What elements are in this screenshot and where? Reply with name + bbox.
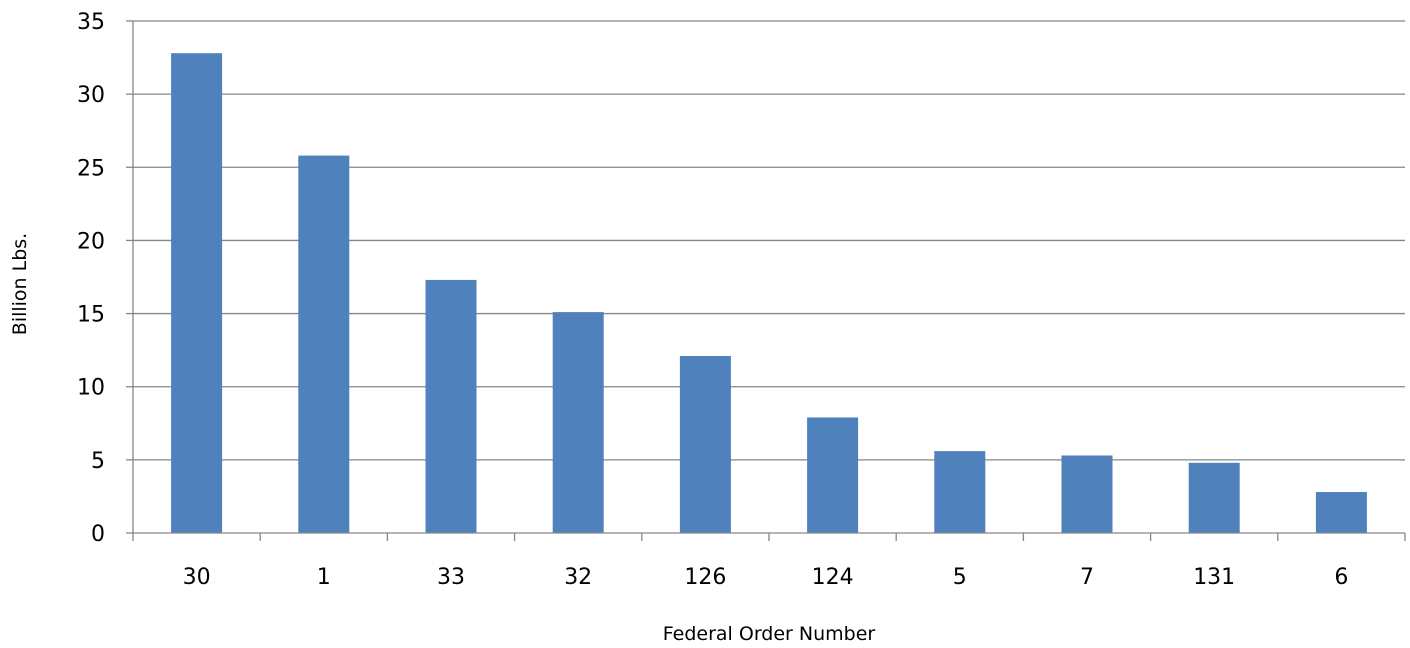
y-tick-label: 0 — [91, 522, 105, 547]
bar-30 — [171, 53, 223, 533]
bar-7 — [1061, 455, 1113, 533]
bar-33 — [425, 279, 477, 533]
y-tick-label: 30 — [77, 83, 105, 108]
x-tick-label: 1 — [317, 565, 331, 590]
x-tick-label: 6 — [1334, 565, 1348, 590]
x-tick-label: 126 — [684, 565, 726, 590]
bar-6 — [1315, 492, 1367, 533]
y-tick-label: 5 — [91, 449, 105, 474]
x-tick-label: 33 — [437, 565, 465, 590]
bar-5 — [934, 451, 986, 533]
x-tick-label: 7 — [1080, 565, 1094, 590]
y-tick-label: 10 — [77, 376, 105, 401]
bar-131 — [1188, 462, 1240, 533]
y-tick-label: 20 — [77, 229, 105, 254]
bar-126 — [679, 355, 731, 533]
bars — [171, 53, 1367, 533]
y-tick-label: 35 — [77, 10, 105, 35]
bar-124 — [807, 417, 859, 533]
bar-1 — [298, 155, 350, 533]
x-axis-title: Federal Order Number — [663, 623, 876, 645]
y-tick-label: 15 — [77, 303, 105, 328]
bar-32 — [552, 312, 604, 533]
x-tick-label: 5 — [953, 565, 967, 590]
x-tick-label: 124 — [812, 565, 854, 590]
x-tick-label: 131 — [1193, 565, 1235, 590]
y-tick-label: 25 — [77, 156, 105, 181]
axes — [126, 20, 1406, 541]
x-tick-label: 32 — [564, 565, 592, 590]
y-axis-title: Billion Lbs. — [9, 233, 31, 335]
y-tick-labels: 0 5 10 15 20 25 30 35 — [77, 10, 105, 547]
x-tick-label: 30 — [183, 565, 211, 590]
x-tick-labels: 30 1 33 32 126 124 5 7 131 6 — [183, 565, 1349, 590]
